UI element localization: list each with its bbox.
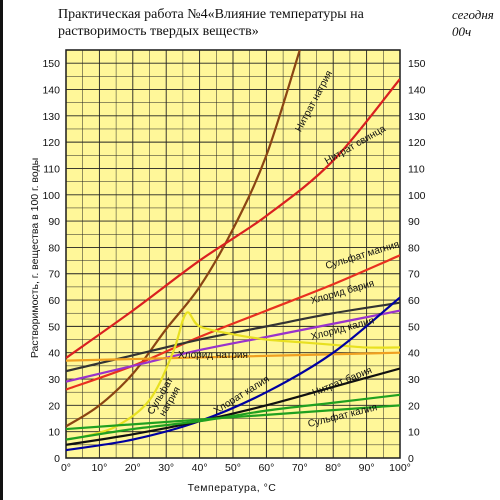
y-tick-label-left: 120 — [42, 137, 60, 149]
y-tick-label-left: 100 — [42, 190, 60, 202]
y-tick-label-right: 20 — [408, 400, 420, 412]
page-title: Практическая работа №4«Влияние температу… — [58, 6, 398, 40]
grid-lines — [65, 49, 401, 459]
y-tick-label-right: 120 — [408, 137, 426, 149]
x-tick-label: 20° — [125, 462, 141, 474]
y-tick-label-right: 150 — [408, 58, 426, 70]
y-tick-label-left: 110 — [43, 163, 60, 175]
y-tick-label-right: 110 — [408, 163, 425, 175]
series-line-7 — [66, 296, 400, 452]
series-line-3 — [66, 301, 400, 373]
y-tick-label-left: 140 — [42, 84, 60, 96]
series-line-10 — [66, 404, 400, 431]
y-tick-label-left: 50 — [48, 321, 60, 333]
series-line-6 — [82, 311, 400, 438]
y-tick-label-left: 0 — [54, 453, 60, 465]
series-line-4 — [66, 309, 400, 383]
tick-labels: 0° 10° 20° 30° 40° 50° 60° 70° 80° 90° 100°0 010 102… — [42, 58, 425, 474]
x-tick-label: 80° — [325, 462, 341, 474]
y-tick-label-right: 10 — [408, 427, 420, 439]
series-lines — [66, 50, 400, 452]
y-axis-label: Растворимость, г. вещества в 100 г. воды — [29, 157, 41, 359]
x-tick-label: 10° — [91, 462, 107, 474]
y-tick-label-right: 130 — [408, 111, 426, 123]
x-tick-label: 50° — [225, 462, 241, 474]
y-tick-label-left: 130 — [42, 111, 60, 123]
y-tick-label-left: 30 — [48, 374, 60, 386]
y-tick-label-left: 60 — [48, 295, 60, 307]
x-tick-label: 40° — [192, 462, 208, 474]
series-line-9 — [66, 393, 400, 441]
y-tick-label-right: 90 — [408, 216, 420, 228]
x-tick-label: 90° — [359, 462, 375, 474]
side-note-line-1: сегодня — [452, 7, 494, 22]
y-tick-label-right: 100 — [408, 190, 426, 202]
series-line-8 — [66, 367, 400, 446]
x-tick-label: 30° — [158, 462, 174, 474]
y-tick-label-right: 80 — [408, 242, 420, 254]
y-tick-label-left: 40 — [48, 348, 60, 360]
series-line-1 — [66, 78, 400, 359]
y-tick-label-left: 10 — [48, 427, 60, 439]
y-tick-label-right: 140 — [408, 84, 426, 96]
y-tick-label-left: 80 — [48, 242, 60, 254]
curve-label: Хлорид натрия — [178, 350, 248, 361]
title-line-1: Практическая работа №4«Влияние температу… — [58, 7, 364, 22]
series-line-5 — [66, 351, 400, 362]
side-note-line-2: 00ч — [452, 24, 472, 39]
y-tick-label-right: 40 — [408, 348, 420, 360]
x-tick-label: 0° — [61, 462, 71, 474]
title-line-2: растворимость твердых веществ» — [58, 24, 259, 39]
y-tick-label-left: 90 — [48, 216, 60, 228]
side-note: сегодня 00ч — [452, 6, 498, 40]
x-tick-label: 70° — [292, 462, 308, 474]
left-edge-bar — [0, 0, 3, 500]
y-tick-label-right: 70 — [408, 269, 420, 281]
y-tick-label-right: 60 — [408, 295, 420, 307]
y-tick-label-right: 0 — [408, 453, 414, 465]
y-tick-label-left: 20 — [48, 400, 60, 412]
x-tick-label: 60° — [258, 462, 274, 474]
series-line-0 — [66, 50, 301, 428]
x-tick-label: 100° — [389, 462, 411, 474]
y-tick-label-right: 50 — [408, 321, 420, 333]
x-axis-label: Температура, °C — [187, 482, 277, 494]
y-tick-label-left: 70 — [48, 269, 60, 281]
y-tick-label-right: 30 — [408, 374, 420, 386]
y-tick-label-left: 150 — [42, 58, 60, 70]
